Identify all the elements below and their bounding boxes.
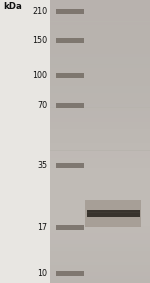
Bar bbox=[50, 72, 150, 75]
Bar bbox=[50, 272, 150, 276]
Bar bbox=[50, 36, 150, 39]
Bar bbox=[56, 73, 84, 78]
Bar bbox=[50, 18, 150, 22]
Bar bbox=[50, 218, 150, 222]
Bar bbox=[50, 172, 150, 175]
Bar bbox=[50, 251, 150, 254]
Bar bbox=[50, 183, 150, 186]
Bar bbox=[0, 0, 50, 283]
Bar bbox=[50, 82, 150, 86]
Bar bbox=[50, 122, 150, 125]
Bar bbox=[50, 280, 150, 283]
Bar bbox=[50, 136, 150, 140]
Text: 17: 17 bbox=[37, 223, 47, 232]
Bar bbox=[50, 75, 150, 79]
Bar bbox=[50, 244, 150, 247]
Text: 210: 210 bbox=[32, 7, 47, 16]
Bar bbox=[50, 222, 150, 226]
Bar bbox=[50, 254, 150, 258]
Bar bbox=[50, 25, 150, 29]
Bar bbox=[50, 143, 150, 147]
Bar bbox=[50, 111, 150, 115]
Bar bbox=[50, 190, 150, 194]
Bar bbox=[50, 269, 150, 272]
Bar bbox=[50, 194, 150, 197]
Bar bbox=[85, 200, 141, 227]
Bar bbox=[50, 68, 150, 72]
Bar bbox=[50, 186, 150, 190]
Bar bbox=[56, 103, 84, 108]
Bar bbox=[50, 215, 150, 218]
Bar bbox=[50, 247, 150, 251]
Bar bbox=[50, 265, 150, 269]
Bar bbox=[50, 115, 150, 118]
Text: 10: 10 bbox=[37, 269, 47, 278]
Bar bbox=[50, 32, 150, 36]
Text: 35: 35 bbox=[37, 161, 47, 170]
Bar bbox=[50, 201, 150, 204]
Bar bbox=[50, 237, 150, 240]
Bar bbox=[87, 210, 140, 217]
Bar bbox=[56, 38, 84, 43]
Bar bbox=[50, 4, 150, 7]
Bar bbox=[50, 14, 150, 18]
Bar bbox=[50, 129, 150, 132]
Bar bbox=[87, 212, 140, 213]
Bar bbox=[50, 29, 150, 32]
Bar bbox=[50, 7, 150, 11]
Text: kDa: kDa bbox=[3, 2, 22, 11]
Bar bbox=[50, 208, 150, 211]
Bar bbox=[50, 197, 150, 201]
Bar bbox=[50, 165, 150, 168]
Bar bbox=[56, 163, 84, 168]
Bar bbox=[50, 154, 150, 158]
Bar bbox=[50, 50, 150, 54]
Bar bbox=[50, 22, 150, 25]
Bar bbox=[50, 229, 150, 233]
Bar bbox=[50, 276, 150, 279]
Bar bbox=[50, 86, 150, 89]
Bar bbox=[50, 226, 150, 229]
Bar bbox=[50, 133, 150, 136]
Bar bbox=[50, 0, 150, 283]
Bar bbox=[50, 97, 150, 100]
Bar bbox=[50, 54, 150, 57]
Bar bbox=[50, 140, 150, 143]
Bar bbox=[50, 125, 150, 129]
Bar bbox=[50, 0, 150, 4]
Bar bbox=[50, 151, 150, 154]
Bar bbox=[50, 211, 150, 215]
Bar bbox=[50, 90, 150, 93]
Bar bbox=[56, 9, 84, 14]
Bar bbox=[50, 108, 150, 111]
Text: 100: 100 bbox=[32, 71, 47, 80]
Bar bbox=[50, 11, 150, 14]
Bar bbox=[50, 179, 150, 183]
Text: 70: 70 bbox=[37, 101, 47, 110]
Bar bbox=[50, 261, 150, 265]
Bar bbox=[56, 225, 84, 230]
Bar bbox=[50, 39, 150, 43]
Bar bbox=[50, 147, 150, 151]
Bar bbox=[50, 65, 150, 68]
Bar bbox=[50, 158, 150, 161]
Bar bbox=[56, 271, 84, 276]
Bar bbox=[50, 168, 150, 172]
Text: 150: 150 bbox=[32, 36, 47, 45]
Bar bbox=[50, 258, 150, 261]
Bar bbox=[50, 79, 150, 82]
Bar bbox=[50, 104, 150, 108]
Bar bbox=[50, 204, 150, 208]
Bar bbox=[50, 47, 150, 50]
Bar bbox=[50, 43, 150, 47]
Bar bbox=[50, 61, 150, 65]
Bar bbox=[50, 118, 150, 122]
Bar bbox=[50, 240, 150, 244]
Bar bbox=[50, 175, 150, 179]
Bar bbox=[50, 233, 150, 236]
Bar bbox=[50, 100, 150, 104]
Bar bbox=[50, 57, 150, 61]
Bar bbox=[50, 161, 150, 165]
Bar bbox=[50, 93, 150, 97]
